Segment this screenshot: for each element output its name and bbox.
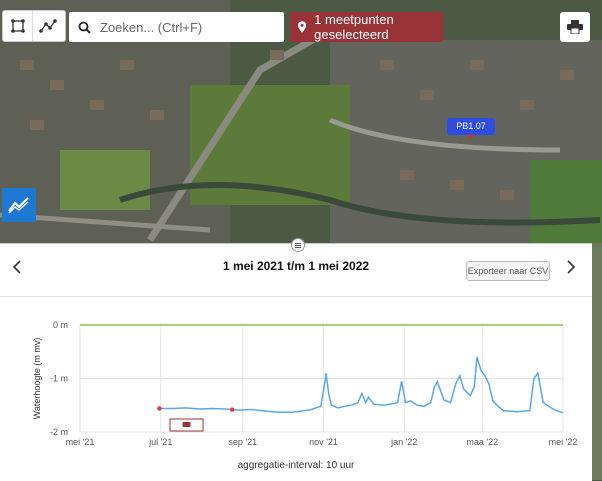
previous-period-button[interactable] xyxy=(12,258,28,278)
x-tick-label: nov '21 xyxy=(309,437,338,447)
aggregation-interval: aggregatie-interval: 10 uur xyxy=(237,460,355,471)
chart-toggle-button[interactable] xyxy=(2,188,36,222)
drag-handle-icon xyxy=(295,242,301,248)
selection-label: 1 meetpunten geselecteerd xyxy=(314,12,394,42)
chart-panel-header: 1 mei 2021 t/m 1 mei 2022 Exporteer naar… xyxy=(0,244,592,297)
selection-tools xyxy=(2,10,66,42)
print-button[interactable] xyxy=(560,12,590,42)
selection-badge[interactable]: 1 meetpunten geselecteerd xyxy=(290,12,443,42)
panel-scrollbar[interactable] xyxy=(592,243,602,480)
y-tick-label: -1 m xyxy=(50,374,68,384)
search-icon xyxy=(78,21,91,34)
water-level-chart[interactable]: mei '21 jul '21 sep '21 nov '21 jan '22 maa '… xyxy=(0,297,592,481)
search-box[interactable] xyxy=(69,12,284,42)
annotation-point xyxy=(157,406,162,411)
water-level-series xyxy=(159,356,564,414)
search-input[interactable] xyxy=(98,18,272,36)
x-tick-label: maa '22 xyxy=(466,437,498,447)
date-range-title: 1 mei 2021 t/m 1 mei 2022 xyxy=(222,259,370,273)
chevron-left-icon xyxy=(12,260,21,274)
x-tick-label: jul '21 xyxy=(148,437,172,447)
line-select-icon xyxy=(39,19,57,33)
comment-icon xyxy=(182,422,191,427)
panel-resize-handle[interactable] xyxy=(291,238,305,252)
y-axis-label: Waterhoogte (m mv) xyxy=(32,338,42,420)
line-select-button[interactable] xyxy=(33,11,63,41)
next-period-button[interactable] xyxy=(566,258,582,278)
y-tick-label: -2 m xyxy=(50,427,68,437)
y-tick-label: 0 m xyxy=(53,320,68,330)
line-chart-icon xyxy=(8,197,29,214)
export-csv-button[interactable]: Exporteer naar CSV xyxy=(466,261,550,281)
chevron-right-icon xyxy=(567,260,576,274)
polygon-select-button[interactable] xyxy=(3,11,33,41)
chart-panel: 1 mei 2021 t/m 1 mei 2022 Exporteer naar… xyxy=(0,243,592,481)
map-pin-icon xyxy=(298,21,307,33)
x-tick-label: jan '22 xyxy=(390,437,417,447)
x-tick-label: sep '21 xyxy=(228,437,257,447)
polygon-select-icon xyxy=(10,19,25,33)
annotation-point xyxy=(229,407,235,412)
printer-icon xyxy=(567,20,583,34)
x-tick-label: mei '21 xyxy=(66,437,95,447)
map-marker-pb107[interactable]: PB1.07 xyxy=(447,118,495,139)
x-tick-label: mei '22 xyxy=(549,437,578,447)
